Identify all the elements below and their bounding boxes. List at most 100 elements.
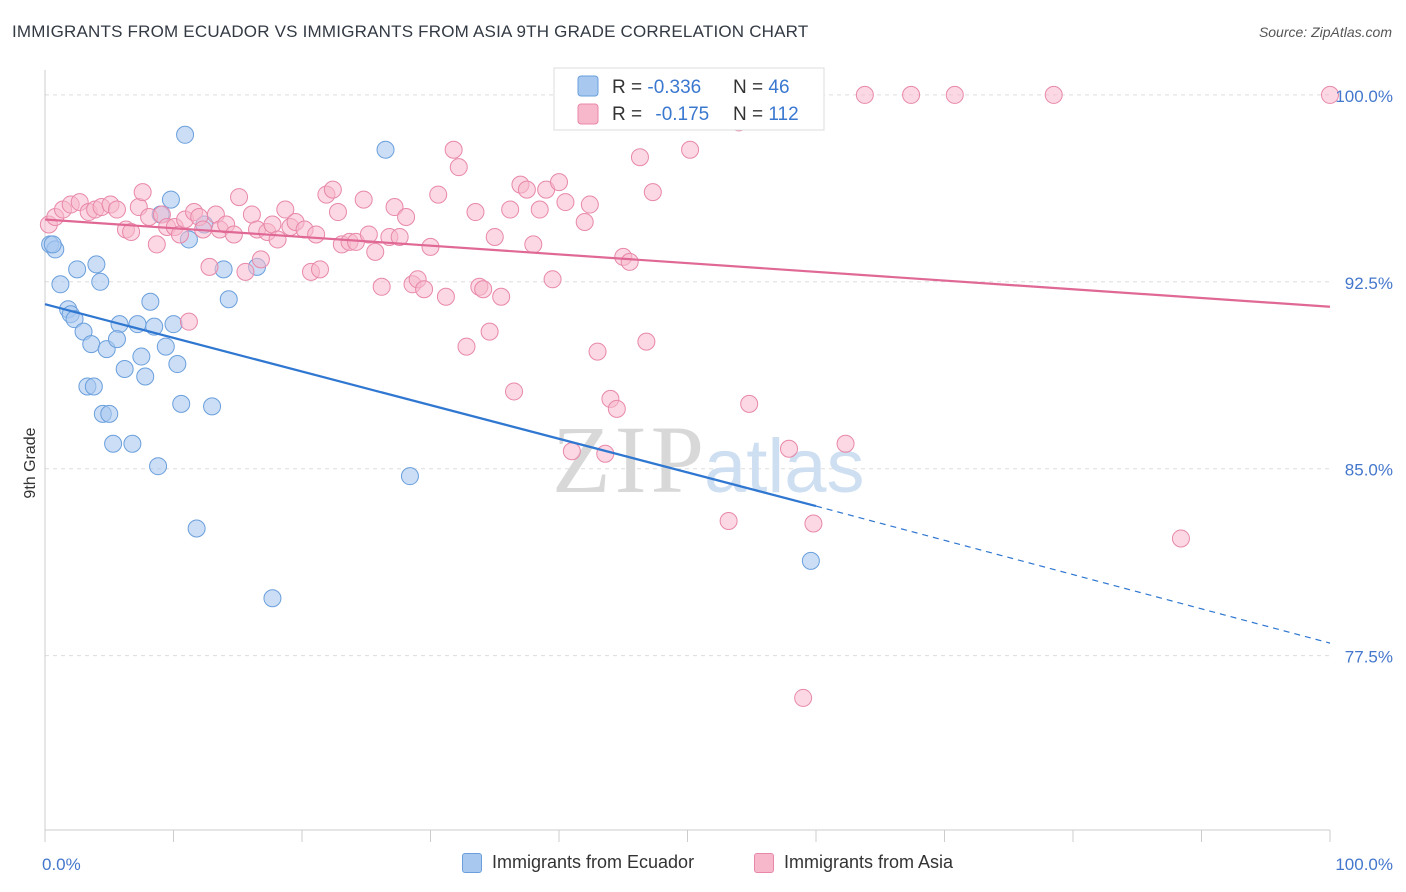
data-point-asia — [328, 203, 347, 222]
trend-lines — [44, 218, 1331, 644]
data-point-asia — [133, 183, 152, 202]
data-point-ecuador — [187, 519, 206, 538]
data-point-asia — [550, 173, 568, 192]
data-point-asia — [200, 257, 219, 276]
data-point-asia — [740, 394, 759, 413]
data-point-asia — [902, 85, 921, 104]
y-tick-label: 92.5% — [1345, 274, 1393, 293]
legend-r-value-asia: -0.175 — [655, 104, 709, 125]
data-point-asia — [855, 85, 874, 104]
legend-n-value-ecuador: 46 — [768, 77, 789, 98]
data-point-ecuador — [164, 315, 183, 334]
watermark-atlas: atlas — [704, 424, 865, 509]
data-point-asia — [307, 225, 326, 244]
data-point-asia — [630, 148, 649, 167]
data-point-asia — [449, 158, 468, 177]
svg-text:R = -0.175: R = -0.175 — [612, 104, 709, 125]
data-point-asia — [780, 439, 799, 458]
data-point-asia — [505, 382, 524, 401]
data-point-asia — [359, 225, 378, 244]
data-point-ecuador — [801, 551, 820, 570]
legend-swatch-ecuador-bottom — [462, 852, 482, 873]
data-point-ecuador — [203, 397, 222, 416]
data-point-asia — [643, 183, 662, 202]
data-point-asia — [530, 200, 549, 219]
data-point-ecuador — [68, 260, 87, 279]
svg-text:N = 46: N = 46 — [733, 77, 790, 98]
legend-item-asia: Immigrants from Asia — [754, 852, 953, 873]
data-point-asia — [385, 198, 404, 217]
x-tick-label: 100.0% — [1335, 855, 1393, 874]
data-point-asia — [588, 342, 607, 361]
data-point-asia — [390, 227, 409, 246]
svg-text:N = 112: N = 112 — [733, 104, 799, 125]
data-point-ecuador — [149, 457, 168, 476]
data-point-asia — [444, 140, 463, 159]
data-point-asia — [242, 205, 261, 224]
data-point-asia — [1171, 529, 1190, 548]
legend-r-label-ecuador: R = — [612, 77, 647, 98]
data-point-ecuador — [123, 434, 142, 453]
y-tick-label: 85.0% — [1345, 461, 1393, 480]
data-point-asia — [501, 200, 520, 219]
data-point-asia — [836, 434, 855, 453]
data-point-asia — [524, 235, 543, 254]
data-point-ecuador — [376, 140, 395, 159]
data-point-asia — [224, 225, 243, 244]
data-point-asia — [492, 287, 511, 306]
y-tick-label: 100.0% — [1335, 87, 1393, 106]
legend-swatch-ecuador — [577, 75, 599, 97]
y-tick-labels: 100.0% 92.5% 85.0% 77.5% — [1335, 87, 1393, 667]
data-point-asia — [466, 203, 485, 222]
legend-n-label-ecuador: N = — [733, 77, 768, 98]
data-point-ecuador — [65, 310, 84, 329]
data-point-asia — [719, 512, 738, 531]
data-point-ecuador — [400, 467, 419, 486]
svg-text:R = -0.336: R = -0.336 — [612, 77, 701, 98]
data-point-asia — [562, 442, 581, 461]
data-point-ecuador — [100, 404, 119, 423]
data-point-ecuador — [51, 275, 70, 294]
data-point-asia — [580, 195, 599, 214]
data-point-asia — [354, 190, 373, 209]
data-point-asia — [620, 252, 639, 271]
stats-legend: R = -0.336 N = 46 R = -0.175 N = 112 — [553, 67, 825, 131]
data-point-ecuador — [219, 290, 238, 309]
data-point-asia — [397, 208, 416, 227]
data-point-asia — [945, 85, 964, 104]
x-tick-label: 0.0% — [42, 855, 81, 874]
data-point-asia — [230, 188, 249, 207]
data-point-asia — [517, 180, 536, 199]
data-point-ecuador — [168, 355, 187, 374]
data-point-ecuador — [141, 292, 160, 311]
data-point-asia — [372, 277, 391, 296]
data-point-asia — [556, 193, 575, 212]
data-point-ecuador — [91, 272, 110, 291]
axes — [44, 70, 1331, 842]
data-point-ecuador — [84, 377, 103, 396]
legend-n-value-asia: 112 — [768, 104, 798, 125]
data-point-asia — [251, 250, 270, 269]
data-point-ecuador — [107, 330, 126, 349]
data-point-ecuador — [82, 335, 101, 354]
data-point-ecuador — [176, 125, 195, 144]
data-point-ecuador — [161, 190, 180, 209]
data-point-asia — [122, 222, 141, 241]
data-point-asia — [474, 280, 493, 299]
watermark-zip: ZIP — [552, 406, 708, 513]
y-axis-label: 9th Grade — [22, 427, 39, 498]
trend-line-ecuador — [44, 303, 817, 508]
data-point-ecuador — [136, 367, 155, 386]
data-point-asia — [107, 200, 126, 219]
data-point-asia — [236, 262, 255, 281]
x-tick-labels: 0.0% 100.0% — [42, 855, 1393, 874]
data-point-asia — [543, 270, 562, 289]
chart-title: IMMIGRANTS FROM ECUADOR VS IMMIGRANTS FR… — [12, 22, 809, 41]
data-point-asia — [457, 337, 476, 356]
legend-n-label-asia: N = — [733, 104, 768, 125]
data-point-asia — [1044, 85, 1063, 104]
data-point-asia — [575, 213, 594, 231]
data-point-ecuador — [156, 337, 175, 356]
data-point-ecuador — [87, 255, 106, 274]
